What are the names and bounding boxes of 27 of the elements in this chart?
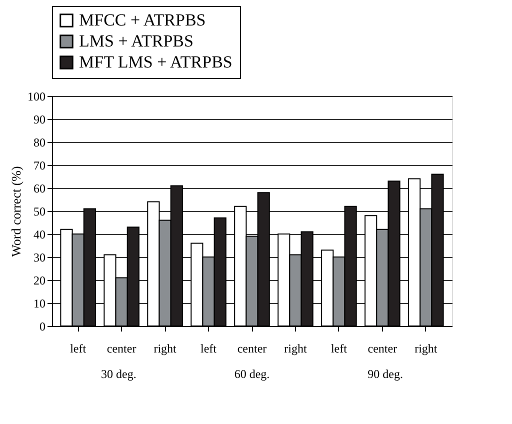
legend-label: MFT LMS + ATRPBS — [79, 52, 232, 72]
x-tick-label: right — [154, 342, 178, 356]
x-tick-label: left — [330, 342, 348, 356]
x-tick-label: center — [237, 342, 267, 356]
x-tick-label: center — [106, 342, 136, 356]
x-tick-label: left — [200, 342, 218, 356]
x-tick-label: center — [368, 342, 398, 356]
legend-label: MFCC + ATRPBS — [79, 10, 206, 30]
text: 60 deg. — [234, 367, 270, 381]
y-tick-label: 10 — [34, 296, 46, 310]
y-tick-label: 50 — [34, 204, 46, 218]
y-axis-title: Word correct (%) — [8, 166, 24, 257]
legend-label: LMS + ATRPBS — [79, 32, 194, 50]
text: 30 deg. — [101, 367, 136, 381]
y-tick-label: 30 — [34, 250, 46, 264]
y-tick-label: 0 — [40, 320, 46, 334]
text: 90 deg. — [368, 367, 403, 381]
x-tick-label: right — [414, 342, 438, 356]
x-tick-label: right — [284, 342, 308, 356]
y-tick-label: 70 — [34, 158, 46, 172]
y-tick-label: 40 — [34, 228, 46, 242]
y-tick-label: 20 — [34, 274, 46, 288]
y-tick-label: 100 — [28, 90, 46, 104]
y-tick-label: 90 — [34, 112, 46, 126]
y-tick-label: 60 — [34, 182, 46, 196]
x-tick-label: left — [70, 342, 87, 356]
y-tick-label: 80 — [34, 136, 46, 150]
